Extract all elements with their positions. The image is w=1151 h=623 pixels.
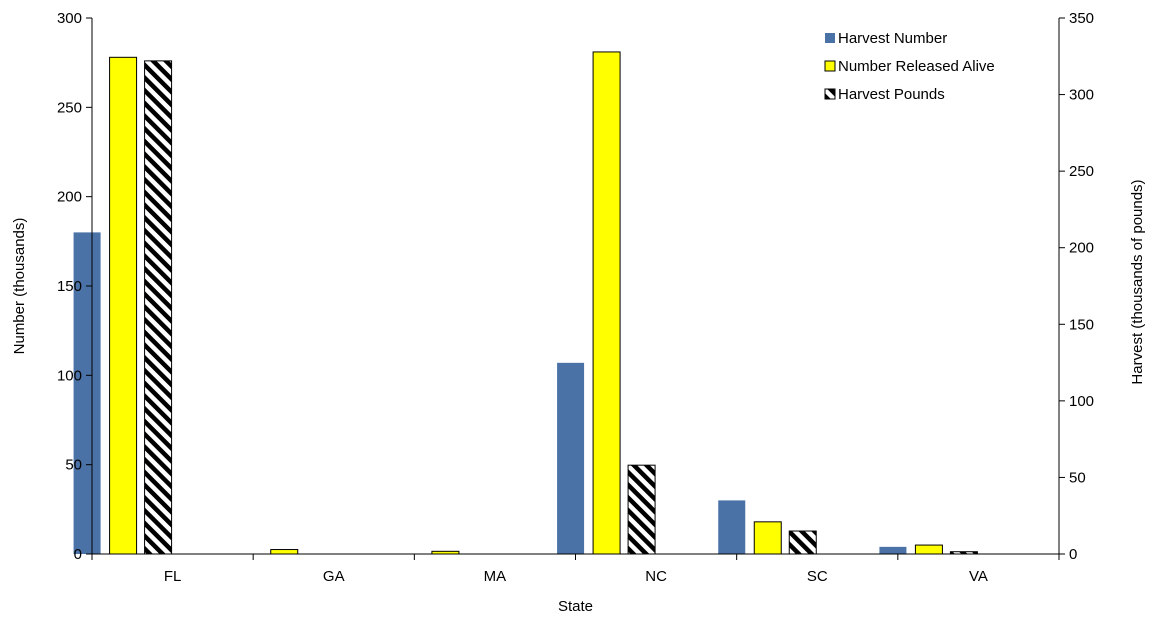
y-right-tick-label: 150 <box>1069 316 1094 333</box>
legend-swatch-harvest-pounds <box>824 88 836 100</box>
bar-number-released-alive-ga <box>270 549 299 555</box>
y-left-tick-label: 150 <box>57 278 82 295</box>
y-right-tick-label: 100 <box>1069 393 1094 410</box>
legend-swatch-harvest-number <box>825 33 835 43</box>
y-right-tick-label: 300 <box>1069 87 1094 104</box>
x-tick-label: NC <box>645 568 667 585</box>
bar-harvest-pounds-nc <box>627 464 656 555</box>
legend-label: Number Released Alive <box>838 58 995 75</box>
bar-number-released-alive-fl <box>109 56 138 555</box>
y-axis-label: Number (thousands) <box>11 218 28 355</box>
legend-swatch-number-released-alive <box>824 60 836 72</box>
x-tick-label: SC <box>807 568 828 585</box>
bar-harvest-number-nc <box>557 362 585 554</box>
bar-number-released-alive-sc <box>753 521 782 555</box>
y-right-tick-label: 0 <box>1069 546 1077 563</box>
bar-harvest-number-va <box>879 546 907 554</box>
bar-number-released-alive-va <box>914 544 943 555</box>
y-left-tick-label: 100 <box>57 367 82 384</box>
bar-harvest-pounds-sc <box>788 530 817 555</box>
bar-harvest-number-sc <box>718 500 746 554</box>
y-left-tick-label: 250 <box>57 99 82 116</box>
legend-label: Harvest Number <box>838 30 947 47</box>
y2-axis-label: Harvest (thousands of pounds) <box>1129 179 1146 384</box>
legend-label: Harvest Pounds <box>838 86 945 103</box>
x-tick-label: VA <box>969 568 988 585</box>
bar-number-released-alive-nc <box>592 51 621 555</box>
x-tick-label: FL <box>164 568 182 585</box>
y-left-tick-label: 50 <box>65 457 82 474</box>
axes-layer: 0 50 100 150 200 250 300 0 50 100 150 200 250 300 350 F… <box>11 10 1146 615</box>
y-right-tick-label: 200 <box>1069 240 1094 257</box>
x-axis-label: State <box>558 598 593 615</box>
bars-layer <box>73 51 978 555</box>
bar-harvest-pounds-fl <box>144 60 173 555</box>
x-tick-label: MA <box>484 568 507 585</box>
y-right-tick-label: 50 <box>1069 469 1086 486</box>
y-left-tick-label: 200 <box>57 189 82 206</box>
y-right-tick-label: 250 <box>1069 163 1094 180</box>
y-right-tick-label: 350 <box>1069 10 1094 27</box>
legend: Harvest Number Number Released Alive Harve… <box>824 30 995 103</box>
x-tick-label: GA <box>323 568 345 585</box>
y-left-tick-label: 300 <box>57 10 82 27</box>
y-left-tick-label: 0 <box>74 546 82 563</box>
